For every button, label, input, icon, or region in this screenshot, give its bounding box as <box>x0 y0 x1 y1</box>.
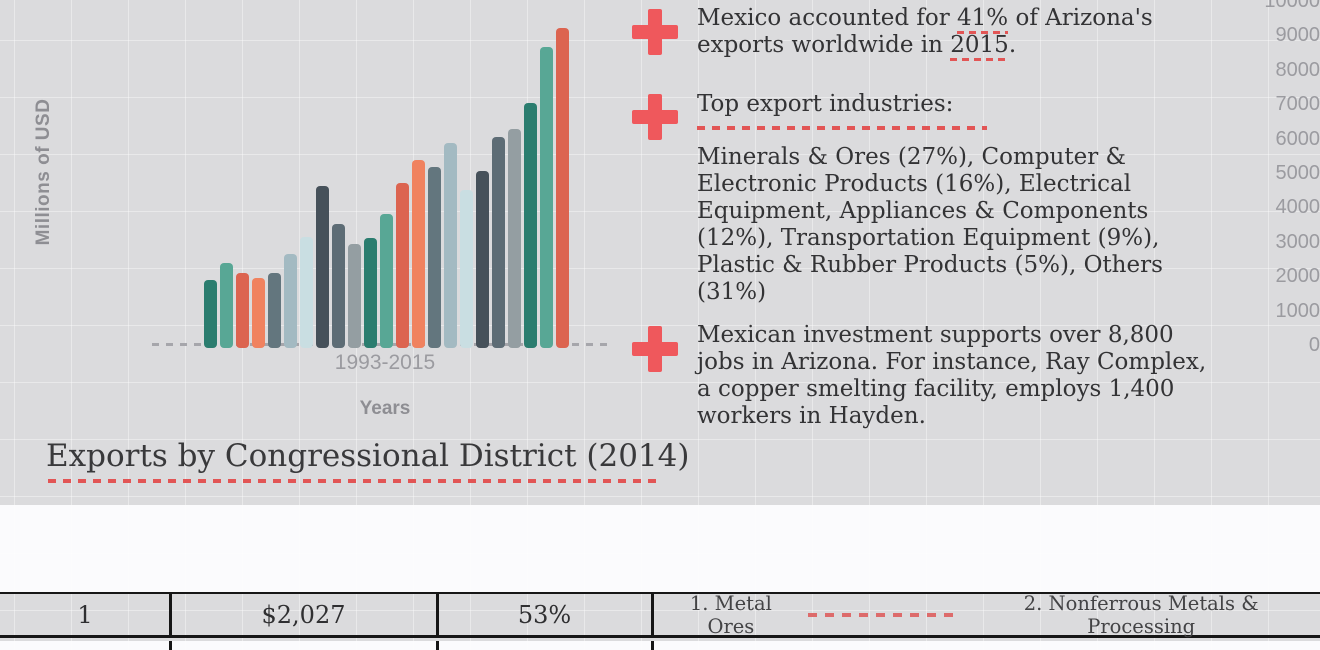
cell-top-industries: 1. Metal Ores 2. Nonferrous Metals & Pro… <box>664 592 1314 638</box>
section-title: Exports by Congressional District (2014) <box>46 438 690 474</box>
bullet1-pre: Mexico accounted for <box>697 5 958 31</box>
y-tick-4000: 4000 <box>1275 196 1320 219</box>
column-separator <box>169 594 172 635</box>
column-separator <box>436 594 439 635</box>
bar-2011 <box>492 137 505 348</box>
y-tick-8000: 8000 <box>1275 58 1320 81</box>
bar-1999 <box>300 237 313 348</box>
y-tick-9000: 9000 <box>1275 24 1320 47</box>
bar-2007 <box>428 167 441 348</box>
bar-2015 <box>556 28 569 348</box>
cell-district: 1 <box>77 600 93 629</box>
bar-1994 <box>220 263 233 348</box>
bar-2003 <box>364 238 377 348</box>
bar-2000 <box>316 186 329 348</box>
y-tick-6000: 6000 <box>1275 127 1320 150</box>
y-tick-10000: 10000 <box>1264 0 1320 12</box>
industry-dash-separator <box>807 612 959 617</box>
bar-2012 <box>508 129 521 348</box>
heading-dashed-underline <box>697 126 987 130</box>
plus-icon <box>632 9 678 55</box>
bullet1-highlight-41pct: 41% <box>957 5 1009 34</box>
plus-icon <box>632 94 678 140</box>
column-separator <box>651 594 654 635</box>
bar-1995 <box>236 273 249 348</box>
cell-export-value: $2,027 <box>261 600 346 629</box>
bar-series <box>204 0 574 348</box>
bullet1-mid: of Arizona's <box>1008 5 1153 31</box>
y-axis-title: Millions of USD <box>33 98 54 246</box>
bar-2002 <box>348 244 361 348</box>
bar-1996 <box>252 278 265 348</box>
bullet1-post: . <box>1008 32 1017 58</box>
bullet-mexico-share: Mexico accounted for 41% of Arizona's ex… <box>697 5 1257 61</box>
bar-2006 <box>412 160 425 348</box>
bar-2009 <box>460 190 473 348</box>
bar-2013 <box>524 103 537 348</box>
bullet-top-industries-body: Minerals & Ores (27%), Computer & Electr… <box>697 144 1163 305</box>
column-separator <box>169 641 172 650</box>
plus-icon <box>632 326 678 372</box>
column-separator <box>651 641 654 650</box>
bar-2014 <box>540 47 553 348</box>
industry-1: 1. Metal Ores <box>689 591 772 638</box>
bullet-top-industries-heading: Top export industries: <box>697 91 954 117</box>
bullet1-highlight-2015: 2015 <box>950 32 1009 61</box>
y-tick-2000: 2000 <box>1275 265 1320 288</box>
bar-2001 <box>332 224 345 348</box>
y-tick-7000: 7000 <box>1275 93 1320 116</box>
bar-1993 <box>204 280 217 348</box>
cell-share: 53% <box>517 600 572 629</box>
x-axis-title: Years <box>359 398 411 419</box>
column-separator <box>436 641 439 650</box>
table-row-partial <box>0 641 1320 650</box>
y-tick-5000: 5000 <box>1275 162 1320 184</box>
x-axis-range-label: 1993-2015 <box>334 351 436 374</box>
bar-2008 <box>444 143 457 348</box>
y-tick-1000: 1000 <box>1275 299 1320 322</box>
y-tick-3000: 3000 <box>1275 230 1320 253</box>
bar-2005 <box>396 183 409 348</box>
bar-2004 <box>380 214 393 348</box>
industry-2: 2. Nonferrous Metals & Processing <box>1023 591 1259 638</box>
table-row-district-1: 1 $2,027 53% 1. Metal Ores 2. Nonferrous… <box>0 592 1320 638</box>
bullet1-line2: exports worldwide in <box>697 32 951 58</box>
bar-2010 <box>476 171 489 348</box>
section-title-dashed-underline <box>48 479 656 483</box>
bullet-investment-jobs: Mexican investment supports over 8,800 j… <box>697 322 1207 429</box>
bar-1998 <box>284 254 297 348</box>
bar-1997 <box>268 273 281 348</box>
y-tick-0: 0 <box>1308 334 1320 356</box>
table-header-band: Congressional District Value of Exports … <box>0 505 1320 592</box>
